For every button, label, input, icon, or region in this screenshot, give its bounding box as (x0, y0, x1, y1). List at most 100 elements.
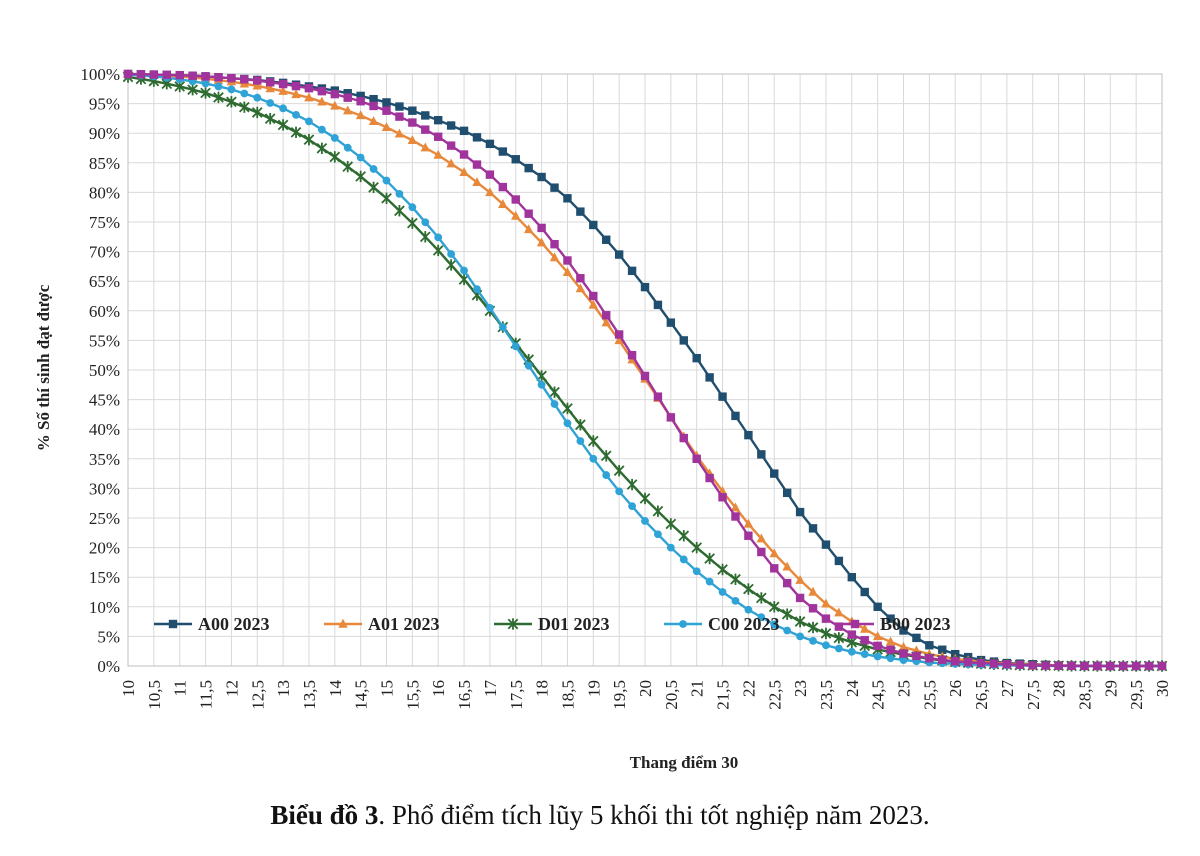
data-point (834, 607, 844, 617)
data-point (821, 614, 831, 623)
data-point (718, 493, 727, 502)
y-tick-label: 75% (89, 213, 120, 232)
data-point (1002, 660, 1012, 669)
data-point (511, 195, 520, 204)
x-tick-label: 25 (895, 680, 914, 697)
data-point (769, 548, 779, 558)
data-point (550, 240, 559, 249)
data-point (421, 218, 430, 227)
data-point (731, 411, 740, 421)
data-point (523, 224, 534, 234)
data-point (938, 645, 947, 654)
data-point (601, 317, 611, 327)
data-point (782, 488, 792, 498)
x-tick-label: 16,5 (455, 680, 474, 710)
data-point (446, 158, 456, 168)
y-tick-label: 100% (80, 65, 120, 84)
data-point (912, 651, 921, 661)
data-point (665, 518, 677, 530)
data-point (757, 547, 766, 557)
data-point (330, 100, 340, 110)
caption-label: Biểu đồ 3 (270, 800, 379, 830)
data-point (356, 91, 365, 101)
x-tick-label: 26,5 (972, 680, 991, 710)
y-tick-label: 50% (89, 361, 120, 380)
data-point (679, 555, 688, 564)
data-point (692, 353, 701, 363)
data-point (511, 342, 520, 351)
data-point (317, 96, 327, 106)
data-point (614, 250, 624, 259)
data-point (395, 189, 404, 198)
data-point (847, 630, 856, 639)
data-point (240, 75, 249, 84)
data-point (343, 93, 352, 102)
data-point (292, 110, 300, 119)
data-point (718, 588, 727, 596)
data-point (1157, 661, 1167, 671)
data-point (755, 592, 767, 604)
data-point (162, 70, 171, 80)
data-point (782, 561, 792, 571)
data-point (549, 252, 560, 262)
data-point (330, 134, 339, 142)
data-point (850, 619, 860, 629)
y-tick-label: 55% (89, 331, 120, 350)
data-point (459, 126, 469, 136)
data-point (485, 170, 495, 179)
data-point (238, 101, 250, 113)
data-point (562, 267, 573, 277)
data-point (226, 96, 237, 108)
x-tick-label: 28,5 (1075, 680, 1094, 710)
data-point (899, 649, 908, 658)
data-point (550, 400, 559, 408)
x-tick-label: 29 (1101, 680, 1120, 697)
data-point (338, 618, 348, 628)
data-point (149, 70, 159, 79)
data-point (770, 469, 779, 478)
data-point (264, 112, 276, 125)
data-point (408, 106, 417, 115)
data-point (898, 641, 909, 651)
data-point (808, 586, 818, 596)
data-point (588, 299, 598, 309)
data-point (705, 577, 714, 586)
x-tick-label: 23 (791, 680, 810, 697)
y-tick-label: 70% (89, 243, 120, 262)
data-point (782, 578, 792, 588)
data-point (925, 654, 934, 663)
x-tick-label: 13,5 (300, 680, 319, 710)
data-point (420, 142, 430, 152)
data-point (304, 84, 314, 93)
x-tick-label: 21 (688, 680, 707, 697)
data-point (783, 626, 792, 635)
data-point (899, 656, 908, 664)
data-point (613, 464, 625, 477)
data-point (795, 574, 805, 584)
y-tick-label: 45% (89, 391, 120, 410)
data-point (886, 614, 895, 623)
data-point (589, 454, 598, 463)
data-point (794, 615, 806, 628)
data-point (524, 163, 533, 173)
data-point (640, 371, 650, 381)
data-point (317, 86, 327, 96)
data-point (873, 652, 882, 661)
data-point (705, 373, 714, 382)
data-point (472, 133, 482, 142)
data-point (626, 478, 638, 491)
data-point (809, 636, 817, 645)
data-point (886, 654, 895, 663)
figure-caption: Biểu đồ 3. Phổ điểm tích lũy 5 khối thi … (0, 800, 1200, 831)
legend-label: A00 2023 (198, 614, 270, 634)
x-tick-label: 22,5 (765, 680, 784, 710)
data-point (602, 471, 611, 479)
data-point (730, 573, 741, 585)
data-point (511, 155, 520, 164)
x-tick-label: 10 (119, 680, 138, 697)
data-point (731, 596, 740, 605)
data-point (485, 139, 495, 149)
y-tick-label: 85% (89, 154, 120, 173)
caption-text: . Phổ điểm tích lũy 5 khối thi tốt nghiệ… (378, 800, 930, 830)
data-point (382, 176, 391, 185)
